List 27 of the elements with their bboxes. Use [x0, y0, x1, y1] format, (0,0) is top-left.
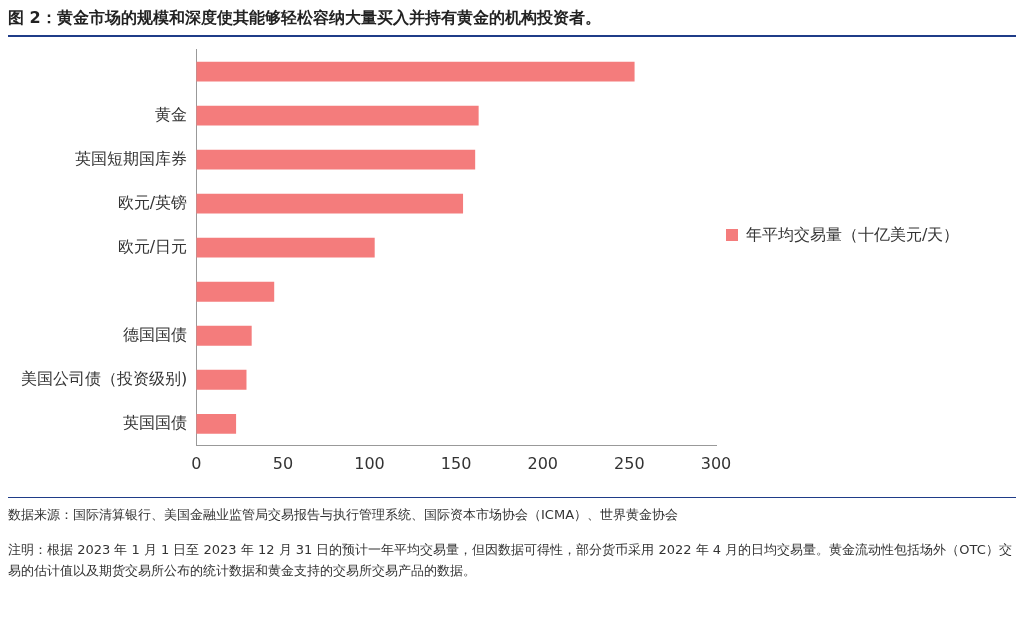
source-note: 数据来源：国际清算银行、美国金融业监管局交易报告与执行管理系统、国际资本市场协会（ICMA）、世界黄金协会	[8, 506, 680, 524]
y-tick-label: 欧元/日元	[117, 236, 188, 256]
bar	[196, 237, 375, 258]
bar	[196, 149, 476, 170]
y-tick-label: 黄金	[155, 104, 188, 124]
bar	[196, 281, 275, 302]
y-tick-label: 美国公司债（投资级别)	[20, 368, 188, 388]
text: 注明：根据 2023 年 1 月 1 日至 2023 年 12 月 31 日的预计一年平均交易量，但因数据可得性，部分货币采用 2022 年 4 月的日均交易量。黄金流动性包括场外（OTC）交易的估计值以及期货交易所公布的统计数据和黄金支持的交易所交易产品的数据。	[8, 541, 1013, 580]
y-tick-label: 英国国债	[123, 412, 188, 432]
x-tick-label: 0	[191, 453, 202, 473]
bar	[196, 369, 247, 390]
bar	[196, 105, 479, 126]
x-tick-label: 250	[614, 453, 645, 473]
bar	[196, 413, 237, 434]
bar	[196, 325, 252, 346]
bar	[196, 61, 635, 82]
x-tick-label: 200	[527, 453, 559, 473]
chart-title: 图 2：黄金市场的规模和深度使其能够轻松容纳大量买入并持有黄金的机构投资者。	[8, 8, 1016, 37]
y-tick-label: 德国国债	[123, 324, 188, 344]
y-tick-label: 欧元/英镑	[117, 192, 188, 212]
x-tick-label: 100	[354, 453, 385, 473]
x-tick-label: 50	[272, 453, 294, 473]
x-tick-label: 150	[440, 453, 472, 473]
x-tick-label: 300	[700, 453, 732, 473]
bar	[196, 193, 464, 214]
y-tick-label: 英国短期国库券	[75, 148, 188, 168]
legend-label: 年平均交易量（十亿美元/天）	[746, 224, 960, 246]
